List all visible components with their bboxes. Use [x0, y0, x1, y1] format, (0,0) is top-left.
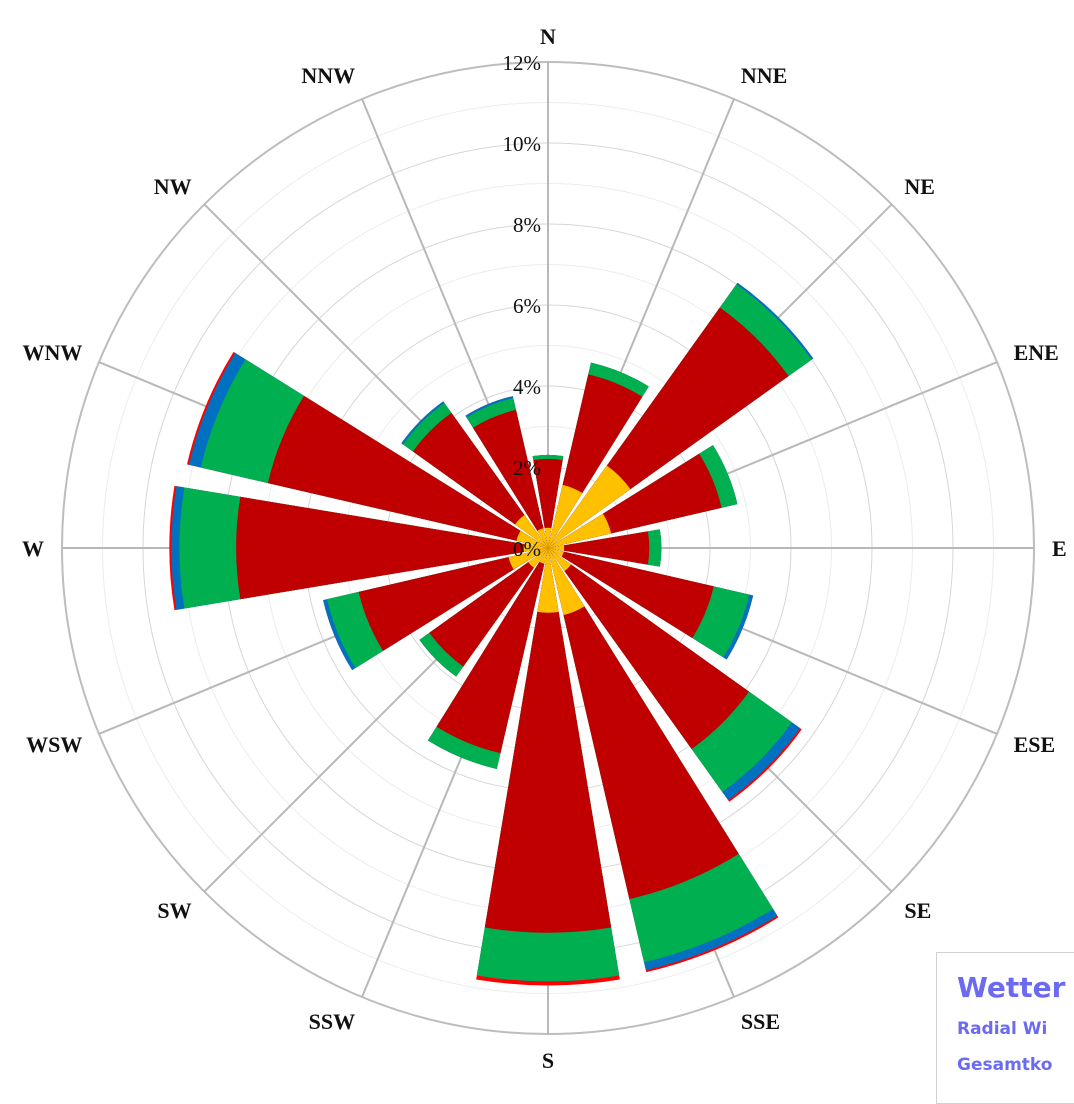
direction-label-ssw: SSW: [309, 1009, 355, 1034]
direction-label-sw: SW: [157, 898, 191, 923]
chart-bars: [169, 282, 814, 986]
bar-segment-s: [537, 548, 559, 613]
direction-label-w: W: [22, 536, 44, 561]
radial-tick-label: 6%: [513, 294, 541, 318]
bar-segment-wsw: [358, 548, 548, 651]
bar-segment-sse: [548, 548, 739, 900]
bar-segment-wnw: [267, 395, 548, 548]
direction-label-nnw: NNW: [301, 63, 355, 88]
bar-segment-ese: [548, 548, 714, 639]
chart-labels: 0% 2% 4% 6% 8% 10% 12%N NNE NE ENE E ESE SE SSE S SSW SW…: [22, 24, 1067, 1073]
bar-segment-ese: [548, 548, 564, 557]
bar-segment-nnw: [537, 528, 548, 548]
bar-segment-w: [236, 496, 548, 600]
legend-subtitle-1: Radial Wi: [957, 1019, 1048, 1039]
bar-segment-wnw: [516, 530, 548, 548]
bar-segment-se: [548, 548, 750, 750]
bar-segment-sw: [429, 548, 548, 667]
bar-segment-ssw: [436, 548, 548, 754]
bar-segment-ne: [548, 465, 631, 548]
bar-segment-n: [544, 527, 552, 548]
radial-tick-label: 0%: [513, 537, 541, 561]
direction-label-e: E: [1052, 536, 1067, 561]
bar-segment-n: [533, 458, 563, 548]
direction-label-nne: NNE: [741, 63, 787, 88]
bar-segment-nw: [412, 412, 548, 548]
bar-segment-e: [548, 531, 650, 565]
radial-tick-label: 10%: [503, 132, 542, 156]
radial-tick-label: 4%: [513, 375, 541, 399]
bar-segment-nw: [515, 515, 548, 548]
direction-label-ese: ESE: [1014, 732, 1056, 757]
bar-segment-ene: [548, 513, 612, 548]
direction-label-ne: NE: [904, 174, 935, 199]
bar-segment-nnw: [472, 409, 548, 548]
direction-label-s: S: [542, 1048, 554, 1073]
legend-title: Wetter: [957, 971, 1066, 1004]
direction-label-n: N: [540, 24, 556, 49]
radial-tick-label: 8%: [513, 213, 541, 237]
direction-label-wnw: WNW: [22, 340, 82, 365]
radial-tick-label: 2%: [513, 456, 541, 480]
bar-segment-s: [484, 548, 612, 933]
bar-segment-w: [523, 544, 548, 552]
direction-label-wsw: WSW: [26, 732, 82, 757]
bar-segment-ssw: [539, 548, 548, 564]
bar-segment-nne: [548, 484, 583, 548]
bar-segment-sse: [548, 548, 585, 616]
bar-segment-e: [548, 545, 565, 551]
direction-label-se: SE: [904, 898, 931, 923]
direction-label-sse: SSE: [741, 1009, 780, 1034]
bar-segment-se: [548, 548, 572, 572]
legend-box: Wetter Radial Wi Gesamtko: [936, 952, 1074, 1104]
direction-label-ene: ENE: [1014, 340, 1059, 365]
legend-subtitle-2: Gesamtko: [957, 1055, 1053, 1075]
direction-label-nw: NW: [154, 174, 192, 199]
bar-segment-sw: [528, 548, 548, 568]
radial-tick-label: 12%: [503, 51, 542, 75]
bar-segment-wsw: [508, 548, 548, 570]
